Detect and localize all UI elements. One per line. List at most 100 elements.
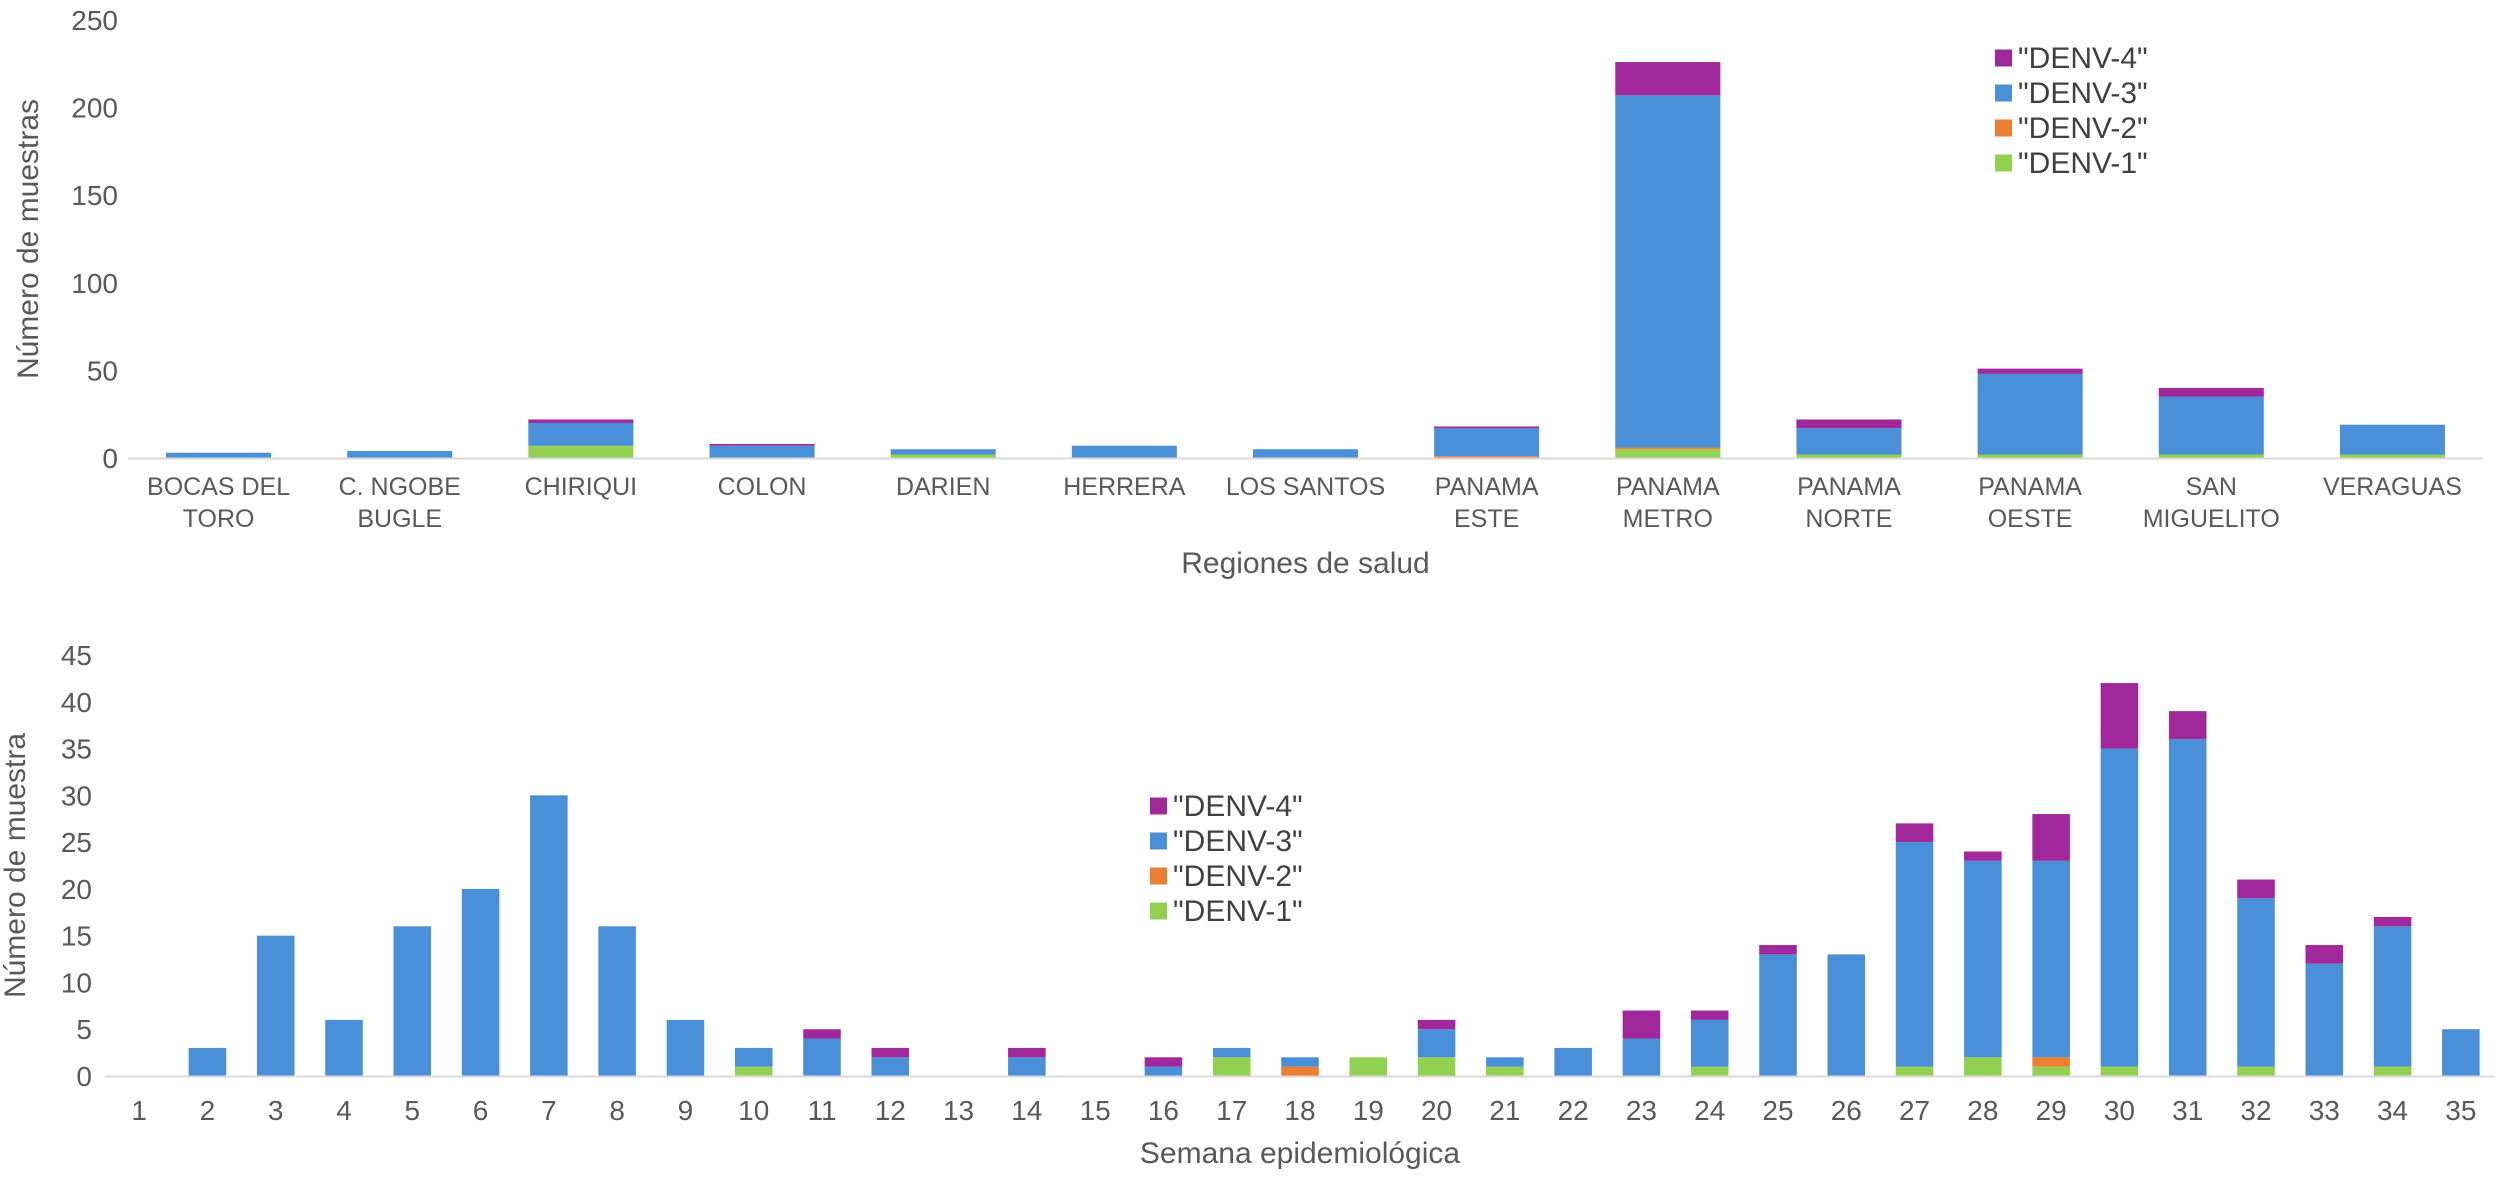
bar-segment: [1895, 823, 1934, 843]
bar-segment: [393, 926, 432, 1076]
x-category-label: 20: [1421, 1095, 1452, 1126]
bar-segment: [1434, 428, 1540, 457]
x-category-label: 34: [2377, 1095, 2408, 1126]
x-category-label: 27: [1899, 1095, 1930, 1126]
y-tick-label: 0: [102, 443, 118, 474]
y-tick-label: 200: [71, 93, 118, 124]
bar-segment: [803, 1038, 841, 1076]
legend-swatch: [1150, 797, 1167, 815]
x-category-label: 30: [2104, 1095, 2135, 1126]
x-category-label: 11: [807, 1095, 836, 1126]
bar-segment: [1252, 449, 1359, 458]
x-category-label: 10: [738, 1095, 769, 1126]
bar-segment: [2100, 683, 2139, 749]
bar-segment: [1434, 426, 1540, 429]
bar-segment: [528, 419, 634, 423]
y-tick-label: 15: [61, 921, 92, 952]
bar-segment: [803, 1029, 841, 1039]
bar-segment: [2373, 916, 2412, 927]
x-category-label: 13: [943, 1095, 974, 1126]
bar-segment: [1144, 1066, 1183, 1076]
bar-segment: [1964, 860, 2002, 1058]
bar-segment: [1690, 1066, 1729, 1076]
bar-segment: [1977, 368, 2083, 374]
x-category-label: 25: [1762, 1095, 1793, 1126]
bar-segment: [2100, 1066, 2139, 1076]
bar-segment: [188, 1047, 227, 1076]
y-axis-title: Número de muestras: [12, 99, 45, 379]
x-category-label: C. NGOBE: [339, 473, 461, 501]
bar-segment: [890, 449, 996, 455]
x-category-label: SAN: [2186, 473, 2237, 501]
legend-swatch: [1995, 119, 2012, 137]
legend-label: "DENV-4": [1173, 790, 1303, 823]
legend-label: "DENV-2": [2018, 112, 2148, 145]
x-category-label: 18: [1284, 1095, 1315, 1126]
x-category-label: 17: [1216, 1095, 1247, 1126]
bar-segment: [1796, 454, 1902, 458]
bar-segment: [2032, 1057, 2070, 1067]
x-category-label: METRO: [1623, 505, 1713, 533]
x-category-label: 23: [1626, 1095, 1657, 1126]
legend-swatch: [1995, 49, 2012, 67]
bar-segment: [598, 926, 636, 1076]
x-category-label: PANAMA: [1978, 473, 2082, 501]
bar-segment: [2168, 711, 2207, 740]
x-category-label: 24: [1694, 1095, 1725, 1126]
legend-swatch: [1995, 154, 2012, 172]
x-category-label: 29: [2036, 1095, 2067, 1126]
y-tick-label: 35: [61, 734, 92, 765]
bar-segment: [1796, 428, 1902, 455]
legend-label: "DENV-3": [1173, 825, 1303, 858]
bar-segment: [1964, 1057, 2002, 1076]
y-tick-label: 100: [71, 268, 118, 299]
bar-segment: [666, 1019, 705, 1076]
bar-segment: [461, 888, 500, 1076]
x-category-label: VERAGUAS: [2323, 473, 2462, 501]
bar-segment: [2032, 814, 2070, 861]
x-category-label: 7: [541, 1095, 557, 1126]
legend-label: "DENV-3": [2018, 77, 2148, 110]
y-tick-label: 20: [61, 874, 92, 905]
x-category-label: 19: [1353, 1095, 1384, 1126]
bar-segment: [2305, 963, 2344, 1076]
bar-segment: [2158, 387, 2264, 397]
bar-segment: [2032, 860, 2070, 1058]
x-category-label: 6: [473, 1095, 489, 1126]
bar-segment: [871, 1047, 910, 1058]
legend-swatch: [1995, 84, 2012, 102]
bar-segment: [347, 450, 453, 458]
x-category-label: 21: [1489, 1095, 1520, 1126]
bar-segment: [2237, 898, 2275, 1067]
bar-segment: [871, 1057, 910, 1076]
bar-segment: [1144, 1057, 1183, 1067]
bar-segment: [709, 445, 815, 458]
bar-segment: [1071, 445, 1177, 458]
bar-segment: [1964, 851, 2002, 861]
x-category-label: 8: [609, 1095, 625, 1126]
legend: "DENV-4""DENV-3""DENV-2""DENV-1": [1995, 42, 2148, 180]
y-axis-title: Número de muestra: [0, 733, 32, 998]
y-tick-label: 10: [61, 967, 92, 998]
x-category-label: 28: [1967, 1095, 1998, 1126]
bar-segment: [1486, 1057, 1524, 1067]
x-category-label: 35: [2445, 1095, 2476, 1126]
chart-regions: 0 50 100 150 200 250 BOCAS DEL TORO C. NGOBE BUGL…: [12, 5, 2483, 580]
y-tick-label: 0: [76, 1061, 92, 1092]
bar-segment: [1486, 1066, 1524, 1076]
y-tick-label: 250: [71, 5, 118, 36]
x-category-label: 5: [404, 1095, 420, 1126]
bar-segment: [2158, 454, 2264, 458]
bar-segment: [1349, 1057, 1388, 1076]
legend-swatch: [1150, 867, 1167, 885]
bar-segment: [1417, 1019, 1456, 1030]
x-category-label: COLON: [718, 473, 807, 501]
x-axis-title: Semana epidemiológica: [1140, 1137, 1461, 1170]
x-category-label: 15: [1080, 1095, 1111, 1126]
bar-segment: [1895, 1066, 1934, 1076]
x-category-label: ESTE: [1454, 505, 1519, 533]
bar-segment: [1008, 1057, 1046, 1076]
bar-segment: [1977, 454, 2083, 458]
bar-segment: [166, 452, 272, 458]
x-category-label: 22: [1558, 1095, 1589, 1126]
